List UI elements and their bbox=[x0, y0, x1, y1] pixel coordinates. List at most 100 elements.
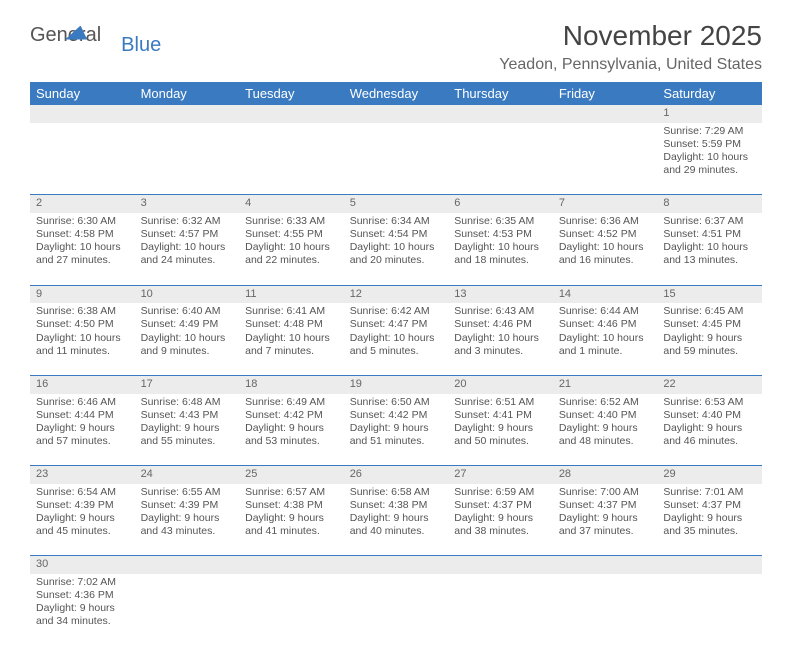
day-cell: Sunrise: 6:30 AMSunset: 4:58 PMDaylight:… bbox=[30, 213, 135, 285]
day-number bbox=[239, 105, 344, 123]
weekday-header: Friday bbox=[553, 82, 658, 105]
daynum-row: 9101112131415 bbox=[30, 285, 762, 303]
day-cell: Sunrise: 6:42 AMSunset: 4:47 PMDaylight:… bbox=[344, 303, 449, 375]
day-cell bbox=[553, 123, 658, 195]
day-cell: Sunrise: 6:34 AMSunset: 4:54 PMDaylight:… bbox=[344, 213, 449, 285]
daylight-text: Daylight: 10 hours and 18 minutes. bbox=[454, 241, 547, 267]
daylight-text: Daylight: 10 hours and 1 minute. bbox=[559, 332, 652, 358]
sunset-text: Sunset: 4:49 PM bbox=[141, 318, 234, 331]
sunset-text: Sunset: 4:55 PM bbox=[245, 228, 338, 241]
day-cell: Sunrise: 6:41 AMSunset: 4:48 PMDaylight:… bbox=[239, 303, 344, 375]
day-cell: Sunrise: 6:40 AMSunset: 4:49 PMDaylight:… bbox=[135, 303, 240, 375]
sunset-text: Sunset: 4:39 PM bbox=[141, 499, 234, 512]
sunrise-text: Sunrise: 6:30 AM bbox=[36, 215, 129, 228]
day-cell bbox=[239, 123, 344, 195]
weekday-header-row: Sunday Monday Tuesday Wednesday Thursday… bbox=[30, 82, 762, 105]
daylight-text: Daylight: 10 hours and 27 minutes. bbox=[36, 241, 129, 267]
day-number: 20 bbox=[448, 375, 553, 393]
sunrise-text: Sunrise: 6:35 AM bbox=[454, 215, 547, 228]
sunrise-text: Sunrise: 6:55 AM bbox=[141, 486, 234, 499]
sunrise-text: Sunrise: 6:48 AM bbox=[141, 396, 234, 409]
day-number: 23 bbox=[30, 466, 135, 484]
day-cell: Sunrise: 6:54 AMSunset: 4:39 PMDaylight:… bbox=[30, 484, 135, 556]
day-number: 14 bbox=[553, 285, 658, 303]
sunrise-text: Sunrise: 6:36 AM bbox=[559, 215, 652, 228]
day-number: 9 bbox=[30, 285, 135, 303]
weekday-header: Sunday bbox=[30, 82, 135, 105]
week-row: Sunrise: 6:54 AMSunset: 4:39 PMDaylight:… bbox=[30, 484, 762, 556]
daynum-row: 2345678 bbox=[30, 195, 762, 213]
daylight-text: Daylight: 9 hours and 43 minutes. bbox=[141, 512, 234, 538]
day-number: 10 bbox=[135, 285, 240, 303]
day-cell: Sunrise: 7:29 AMSunset: 5:59 PMDaylight:… bbox=[657, 123, 762, 195]
day-number: 30 bbox=[30, 556, 135, 574]
day-cell bbox=[135, 123, 240, 195]
day-number: 8 bbox=[657, 195, 762, 213]
sunrise-text: Sunrise: 6:50 AM bbox=[350, 396, 443, 409]
day-number bbox=[553, 105, 658, 123]
daylight-text: Daylight: 9 hours and 59 minutes. bbox=[663, 332, 756, 358]
logo-text-blue: Blue bbox=[121, 34, 161, 57]
sunset-text: Sunset: 4:47 PM bbox=[350, 318, 443, 331]
daylight-text: Daylight: 10 hours and 3 minutes. bbox=[454, 332, 547, 358]
sunset-text: Sunset: 4:57 PM bbox=[141, 228, 234, 241]
day-cell: Sunrise: 6:53 AMSunset: 4:40 PMDaylight:… bbox=[657, 394, 762, 466]
sunrise-text: Sunrise: 6:43 AM bbox=[454, 305, 547, 318]
sunrise-text: Sunrise: 6:38 AM bbox=[36, 305, 129, 318]
weekday-header: Wednesday bbox=[344, 82, 449, 105]
sunrise-text: Sunrise: 6:52 AM bbox=[559, 396, 652, 409]
daynum-row: 23242526272829 bbox=[30, 466, 762, 484]
sunrise-text: Sunrise: 6:32 AM bbox=[141, 215, 234, 228]
day-number: 21 bbox=[553, 375, 658, 393]
day-number: 24 bbox=[135, 466, 240, 484]
day-number: 6 bbox=[448, 195, 553, 213]
day-number: 17 bbox=[135, 375, 240, 393]
daylight-text: Daylight: 9 hours and 45 minutes. bbox=[36, 512, 129, 538]
daynum-row: 16171819202122 bbox=[30, 375, 762, 393]
weekday-header: Monday bbox=[135, 82, 240, 105]
day-cell: Sunrise: 6:45 AMSunset: 4:45 PMDaylight:… bbox=[657, 303, 762, 375]
daylight-text: Daylight: 10 hours and 13 minutes. bbox=[663, 241, 756, 267]
day-cell: Sunrise: 6:35 AMSunset: 4:53 PMDaylight:… bbox=[448, 213, 553, 285]
day-number: 5 bbox=[344, 195, 449, 213]
daynum-row: 1 bbox=[30, 105, 762, 123]
day-number: 1 bbox=[657, 105, 762, 123]
day-number: 22 bbox=[657, 375, 762, 393]
day-number bbox=[30, 105, 135, 123]
daylight-text: Daylight: 10 hours and 7 minutes. bbox=[245, 332, 338, 358]
day-cell: Sunrise: 6:58 AMSunset: 4:38 PMDaylight:… bbox=[344, 484, 449, 556]
day-number: 18 bbox=[239, 375, 344, 393]
sunset-text: Sunset: 4:37 PM bbox=[663, 499, 756, 512]
day-cell: Sunrise: 6:57 AMSunset: 4:38 PMDaylight:… bbox=[239, 484, 344, 556]
daylight-text: Daylight: 9 hours and 51 minutes. bbox=[350, 422, 443, 448]
day-cell: Sunrise: 6:48 AMSunset: 4:43 PMDaylight:… bbox=[135, 394, 240, 466]
day-cell: Sunrise: 6:32 AMSunset: 4:57 PMDaylight:… bbox=[135, 213, 240, 285]
day-number: 3 bbox=[135, 195, 240, 213]
day-number: 4 bbox=[239, 195, 344, 213]
sunset-text: Sunset: 4:46 PM bbox=[454, 318, 547, 331]
daylight-text: Daylight: 9 hours and 53 minutes. bbox=[245, 422, 338, 448]
sunrise-text: Sunrise: 6:53 AM bbox=[663, 396, 756, 409]
day-number bbox=[448, 105, 553, 123]
sunset-text: Sunset: 4:41 PM bbox=[454, 409, 547, 422]
sunset-text: Sunset: 4:43 PM bbox=[141, 409, 234, 422]
day-cell bbox=[344, 574, 449, 646]
day-cell: Sunrise: 6:51 AMSunset: 4:41 PMDaylight:… bbox=[448, 394, 553, 466]
sunrise-text: Sunrise: 6:41 AM bbox=[245, 305, 338, 318]
sunset-text: Sunset: 4:44 PM bbox=[36, 409, 129, 422]
daylight-text: Daylight: 9 hours and 40 minutes. bbox=[350, 512, 443, 538]
day-cell: Sunrise: 6:44 AMSunset: 4:46 PMDaylight:… bbox=[553, 303, 658, 375]
day-cell: Sunrise: 6:38 AMSunset: 4:50 PMDaylight:… bbox=[30, 303, 135, 375]
sunrise-text: Sunrise: 6:33 AM bbox=[245, 215, 338, 228]
day-number: 29 bbox=[657, 466, 762, 484]
day-cell bbox=[30, 123, 135, 195]
sunset-text: Sunset: 4:54 PM bbox=[350, 228, 443, 241]
daylight-text: Daylight: 10 hours and 9 minutes. bbox=[141, 332, 234, 358]
weekday-header: Saturday bbox=[657, 82, 762, 105]
sunrise-text: Sunrise: 6:51 AM bbox=[454, 396, 547, 409]
daylight-text: Daylight: 9 hours and 55 minutes. bbox=[141, 422, 234, 448]
sunset-text: Sunset: 4:46 PM bbox=[559, 318, 652, 331]
daylight-text: Daylight: 10 hours and 16 minutes. bbox=[559, 241, 652, 267]
day-number: 12 bbox=[344, 285, 449, 303]
day-cell: Sunrise: 6:37 AMSunset: 4:51 PMDaylight:… bbox=[657, 213, 762, 285]
